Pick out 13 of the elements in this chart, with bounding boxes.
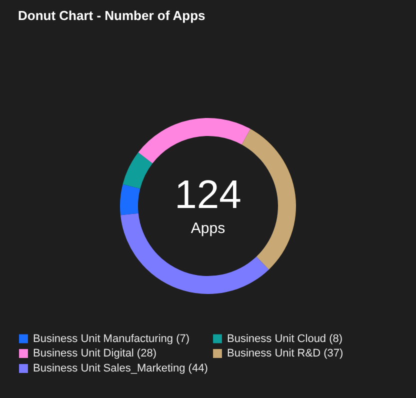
text: 124 xyxy=(174,173,242,217)
chart-title: Donut Chart - Number of Apps xyxy=(18,8,206,23)
legend-label: Business Unit R&D (37) xyxy=(227,348,344,360)
legend-label: Business Unit Digital (28) xyxy=(33,348,156,360)
text: Apps xyxy=(190,220,226,237)
donut-slice xyxy=(122,152,152,189)
donut-slice xyxy=(138,118,250,164)
legend-label: Business Unit Sales_Marketing (44) xyxy=(33,362,208,374)
donut-slice xyxy=(242,128,296,270)
legend-label: Business Unit Manufacturing (7) xyxy=(33,332,190,345)
donut-slice xyxy=(120,213,269,294)
donut-slice xyxy=(120,184,140,216)
legend-label: Business Unit Cloud (8) xyxy=(227,332,343,345)
